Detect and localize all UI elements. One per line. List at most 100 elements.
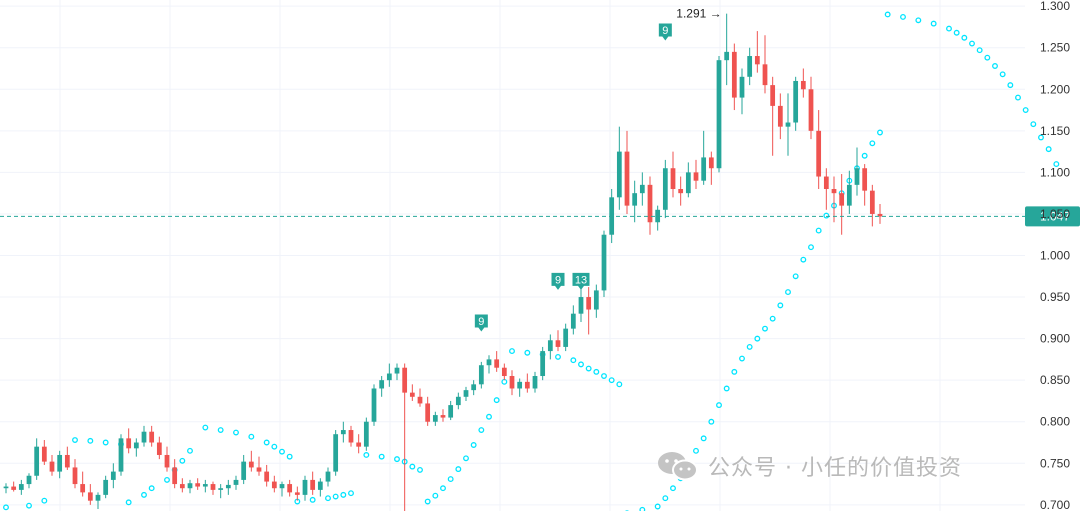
candle [248, 450, 254, 472]
sar-dot [746, 343, 753, 350]
candle [839, 174, 845, 235]
candle-body [371, 388, 377, 422]
candle-body [417, 396, 423, 404]
candle-body [218, 488, 224, 490]
sar-dot [785, 289, 791, 296]
sar-dot [930, 20, 937, 27]
candle-body [256, 467, 262, 472]
sar-dot [271, 443, 278, 450]
sar-dot [1022, 107, 1029, 113]
candle [225, 479, 231, 495]
candle [432, 411, 438, 426]
candle [517, 378, 523, 397]
candle [348, 425, 354, 447]
sar-dot [601, 373, 607, 379]
grid-lines [0, 0, 1025, 511]
candle-body [839, 193, 845, 206]
candle-body [264, 471, 270, 482]
sar-dot [700, 435, 707, 442]
sar-dot [141, 491, 147, 498]
candle [57, 450, 63, 479]
candle-body [509, 376, 515, 389]
candle [210, 481, 216, 495]
candle [793, 76, 799, 131]
candle [547, 334, 553, 360]
sar-dot [102, 439, 109, 446]
sar-dot [754, 335, 761, 342]
candle [179, 478, 185, 493]
candle-body [11, 486, 17, 490]
candle-body [64, 454, 70, 468]
sar-dot [440, 485, 446, 492]
candle [340, 421, 346, 443]
sar-dot [41, 497, 48, 504]
candle [501, 363, 507, 381]
sar-dot [26, 502, 32, 509]
candle [394, 363, 400, 381]
sar-dot [417, 466, 423, 473]
sar-dot [777, 302, 784, 309]
candle-body [854, 168, 860, 185]
sar-dot [125, 499, 132, 506]
candle-body [793, 80, 799, 123]
candle-body [494, 359, 500, 368]
candle [647, 176, 653, 235]
candle [409, 384, 415, 401]
candle [869, 184, 875, 227]
candle [187, 479, 193, 494]
sar-dot [639, 506, 646, 511]
candle-body [639, 184, 645, 194]
y-tick-label: 0.750 [1040, 456, 1070, 470]
sar-dot [869, 140, 876, 147]
sar-dot [808, 244, 814, 251]
candle-body [72, 467, 78, 485]
candle-body [662, 168, 668, 210]
candle-body [800, 80, 806, 90]
candle [241, 454, 247, 485]
candle [563, 323, 569, 352]
sar-dot [570, 357, 577, 364]
sar-dot [478, 427, 485, 433]
sar-dot [179, 457, 186, 464]
sar-dot [662, 495, 669, 502]
candle [271, 475, 277, 493]
candle-body [593, 290, 599, 310]
candle-body [555, 340, 561, 347]
candle [532, 371, 538, 393]
marker-badge [551, 272, 565, 290]
candle [693, 159, 699, 190]
sar-dot [325, 495, 331, 502]
candle-body [386, 373, 392, 381]
candle-body [616, 151, 622, 198]
candle [486, 355, 492, 374]
candle-body [570, 313, 576, 329]
candle-body [57, 454, 63, 472]
candle [218, 484, 224, 499]
y-tick-label: 1.000 [1040, 249, 1070, 263]
sar-dot [708, 418, 715, 425]
marker-label: 13 [575, 274, 587, 286]
candle-body [294, 492, 300, 495]
candle-body [432, 415, 438, 422]
candle [371, 384, 377, 426]
candle [325, 467, 331, 487]
candle [471, 380, 477, 396]
candle [777, 93, 783, 140]
candle [670, 151, 676, 198]
y-tick-label: 1.200 [1040, 82, 1070, 96]
sar-dot [815, 227, 822, 234]
sequence-marker: 9 [551, 272, 565, 290]
candle-body [363, 421, 369, 447]
candle [816, 110, 822, 190]
y-tick-label: 0.950 [1040, 290, 1070, 304]
sar-dot [593, 368, 600, 375]
y-tick-label: 0.800 [1040, 415, 1070, 429]
sar-dot [332, 493, 339, 500]
y-axis: 1.300 1.250 1.200 1.150 1.100 1.050 1.000 0.950… [1040, 0, 1070, 511]
sar-dot [493, 397, 500, 404]
candle-body [754, 56, 760, 65]
sar-dot [670, 485, 676, 492]
candle-body [34, 446, 40, 476]
marker-badge [572, 272, 590, 290]
candle-body [248, 461, 254, 468]
